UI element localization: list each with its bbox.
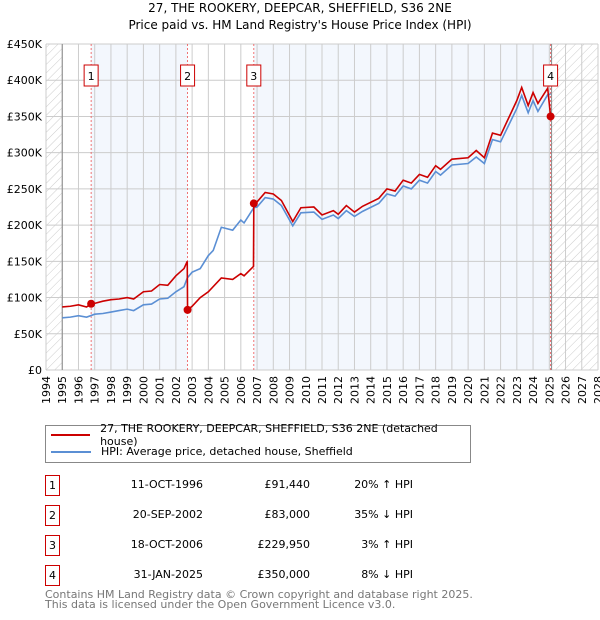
- shaded-period: [253, 44, 551, 370]
- footer: Contains HM Land Registry data © Crown c…: [45, 588, 473, 611]
- price-paid-line: [62, 85, 552, 312]
- legend-red-swatch: [51, 433, 91, 436]
- sale-marker-label: 4: [547, 70, 554, 83]
- y-tick-label: £350K: [7, 110, 43, 123]
- y-tick-label: £150K: [7, 255, 43, 268]
- shaded-period: [91, 44, 188, 370]
- x-tick-label: 2020: [462, 376, 475, 404]
- chart-subtitle: Price paid vs. HM Land Registry's House …: [128, 18, 471, 32]
- x-tick-label: 2027: [576, 376, 589, 404]
- y-tick-label: £100K: [7, 292, 43, 305]
- x-tick-label: 2022: [495, 376, 508, 404]
- x-tick-label: 2015: [381, 376, 394, 404]
- sale-hpi: 35% ↓ HPI: [354, 508, 413, 521]
- x-tick-label: 2014: [365, 376, 378, 404]
- sale-number: 1: [45, 475, 60, 496]
- x-tick-label: 1997: [89, 376, 102, 404]
- sale-marker-box: [180, 64, 196, 87]
- legend-property: 27, THE ROOKERY, DEEPCAR, SHEFFIELD, S36…: [100, 421, 438, 448]
- x-tick-label: 1999: [121, 376, 134, 404]
- sale-number: 3: [45, 535, 60, 556]
- y-tick-label: £200K: [7, 219, 43, 232]
- legend: 27, THE ROOKERY, DEEPCAR, SHEFFIELD, S36…: [45, 421, 471, 463]
- legend-blue-swatch: [51, 450, 91, 453]
- x-tick-label: 2003: [186, 376, 199, 404]
- price-chart: 27, THE ROOKERY, DEEPCAR, SHEFFIELD, S36…: [7, 1, 600, 404]
- x-tick-label: 2012: [332, 376, 345, 404]
- sale-hpi: 3% ↑ HPI: [361, 538, 413, 551]
- x-tick-label: 2007: [251, 376, 264, 404]
- hpi-line: [62, 93, 551, 319]
- sale-price: £229,950: [257, 538, 311, 551]
- x-tick-label: 2006: [235, 376, 248, 404]
- x-tick-label: 2010: [300, 376, 313, 404]
- sale-price: £91,440: [264, 478, 311, 491]
- sale-hpi: 8% ↓ HPI: [361, 568, 413, 581]
- sale-point: [87, 299, 96, 308]
- x-tick-label: 2002: [170, 376, 183, 404]
- x-tick-label: 2023: [511, 376, 524, 404]
- sale-date: 31-JAN-2025: [133, 568, 203, 581]
- sale-marker-label: 3: [250, 70, 257, 83]
- sale-number: 2: [45, 505, 60, 526]
- x-tick-label: 2011: [316, 376, 329, 404]
- x-tick-label: 1995: [56, 376, 69, 404]
- y-tick-label: £300K: [7, 147, 43, 160]
- sale-marker-label: 1: [88, 70, 95, 83]
- x-tick-label: 2021: [478, 376, 491, 404]
- sale-marker-box: [83, 64, 99, 87]
- sale-marker-box: [246, 64, 262, 87]
- footer-line-2: This data is licensed under the Open Gov…: [45, 598, 396, 611]
- hatched-area: [46, 44, 63, 370]
- x-tick-label: 2005: [219, 376, 232, 404]
- legend-hpi: HPI: Average price, detached house, Shef…: [101, 445, 353, 458]
- x-tick-label: 2028: [592, 376, 600, 404]
- x-tick-label: 2008: [267, 376, 280, 404]
- x-tick-label: 1994: [40, 376, 53, 404]
- x-tick-label: 2026: [560, 376, 573, 404]
- x-tick-label: 1998: [105, 376, 118, 404]
- x-tick-label: 2017: [413, 376, 426, 404]
- x-tick-label: 2018: [430, 376, 443, 404]
- x-tick-label: 2000: [137, 376, 150, 404]
- x-tick-label: 1996: [72, 376, 85, 404]
- x-tick-label: 2024: [527, 376, 540, 404]
- x-tick-label: 2004: [202, 376, 215, 404]
- sale-date: 20-SEP-2002: [132, 508, 203, 521]
- x-tick-label: 2025: [543, 376, 556, 404]
- y-tick-label: £250K: [7, 183, 43, 196]
- sale-marker-label: 2: [184, 70, 191, 83]
- x-tick-label: 2016: [397, 376, 410, 404]
- sale-date: 18-OCT-2006: [130, 538, 203, 551]
- sale-marker-box: [543, 64, 559, 87]
- y-tick-label: £0: [28, 364, 42, 377]
- chart-title: 27, THE ROOKERY, DEEPCAR, SHEFFIELD, S36…: [148, 1, 452, 15]
- x-tick-label: 2001: [154, 376, 167, 404]
- sale-hpi: 20% ↑ HPI: [354, 478, 413, 491]
- sale-number: 4: [45, 565, 60, 586]
- hatched-area: [550, 44, 598, 370]
- x-tick-label: 2019: [446, 376, 459, 404]
- sale-point: [249, 199, 258, 208]
- y-tick-label: £450K: [7, 38, 43, 51]
- y-tick-label: £400K: [7, 74, 43, 87]
- sale-price: £350,000: [257, 568, 311, 581]
- y-tick-label: £50K: [14, 328, 43, 341]
- footer-line-1: Contains HM Land Registry data © Crown c…: [45, 588, 473, 601]
- sale-date: 11-OCT-1996: [130, 478, 203, 491]
- x-tick-label: 2009: [284, 376, 297, 404]
- sale-point: [183, 305, 192, 314]
- sale-point: [546, 112, 555, 121]
- x-tick-label: 2013: [348, 376, 361, 404]
- sale-price: £83,000: [264, 508, 311, 521]
